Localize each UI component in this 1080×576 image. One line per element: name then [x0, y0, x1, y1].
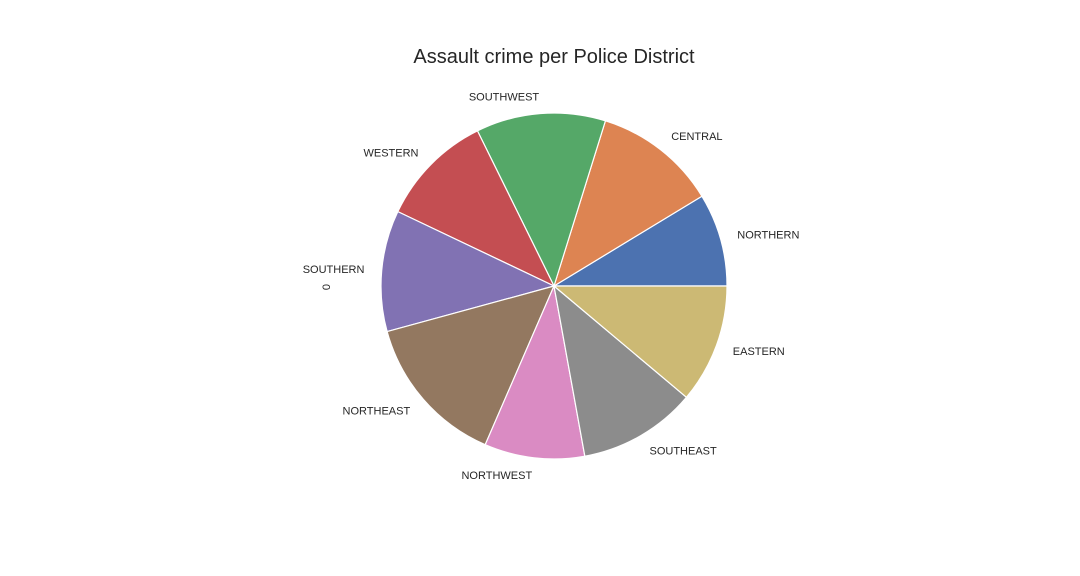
pie-label-southern: SOUTHERN [303, 264, 365, 276]
y-axis-label: 0 [321, 284, 333, 290]
pie-slice-southeast [553, 285, 688, 457]
pie-slice-western [397, 130, 555, 287]
pie-labels: NORTHERN CENTRAL SOUTHWEST WESTERN SOUTHERN N… [303, 91, 800, 482]
pie-slice-eastern [553, 285, 728, 398]
chart-title: Assault crime per Police District [413, 46, 695, 68]
pie-label-western: WESTERN [364, 147, 419, 159]
pie-slice-southwest [476, 112, 607, 287]
pie-slice-northwest [484, 285, 586, 460]
pie-label-northeast: NORTHEAST [343, 406, 411, 418]
pie-label-southeast: SOUTHEAST [649, 446, 717, 458]
pie-slices [380, 112, 728, 460]
pie-label-northwest: NORTHWEST [461, 470, 532, 482]
pie-label-central: CENTRAL [671, 131, 722, 143]
pie-label-southwest: SOUTHWEST [469, 91, 540, 103]
pie-label-northern: NORTHERN [737, 230, 799, 242]
pie-slice-central [553, 120, 703, 287]
pie-slice-northeast [386, 285, 555, 446]
pie-slice-southern [380, 211, 555, 333]
pie-slice-northern [553, 195, 728, 287]
pie-label-eastern: EASTERN [733, 346, 785, 358]
